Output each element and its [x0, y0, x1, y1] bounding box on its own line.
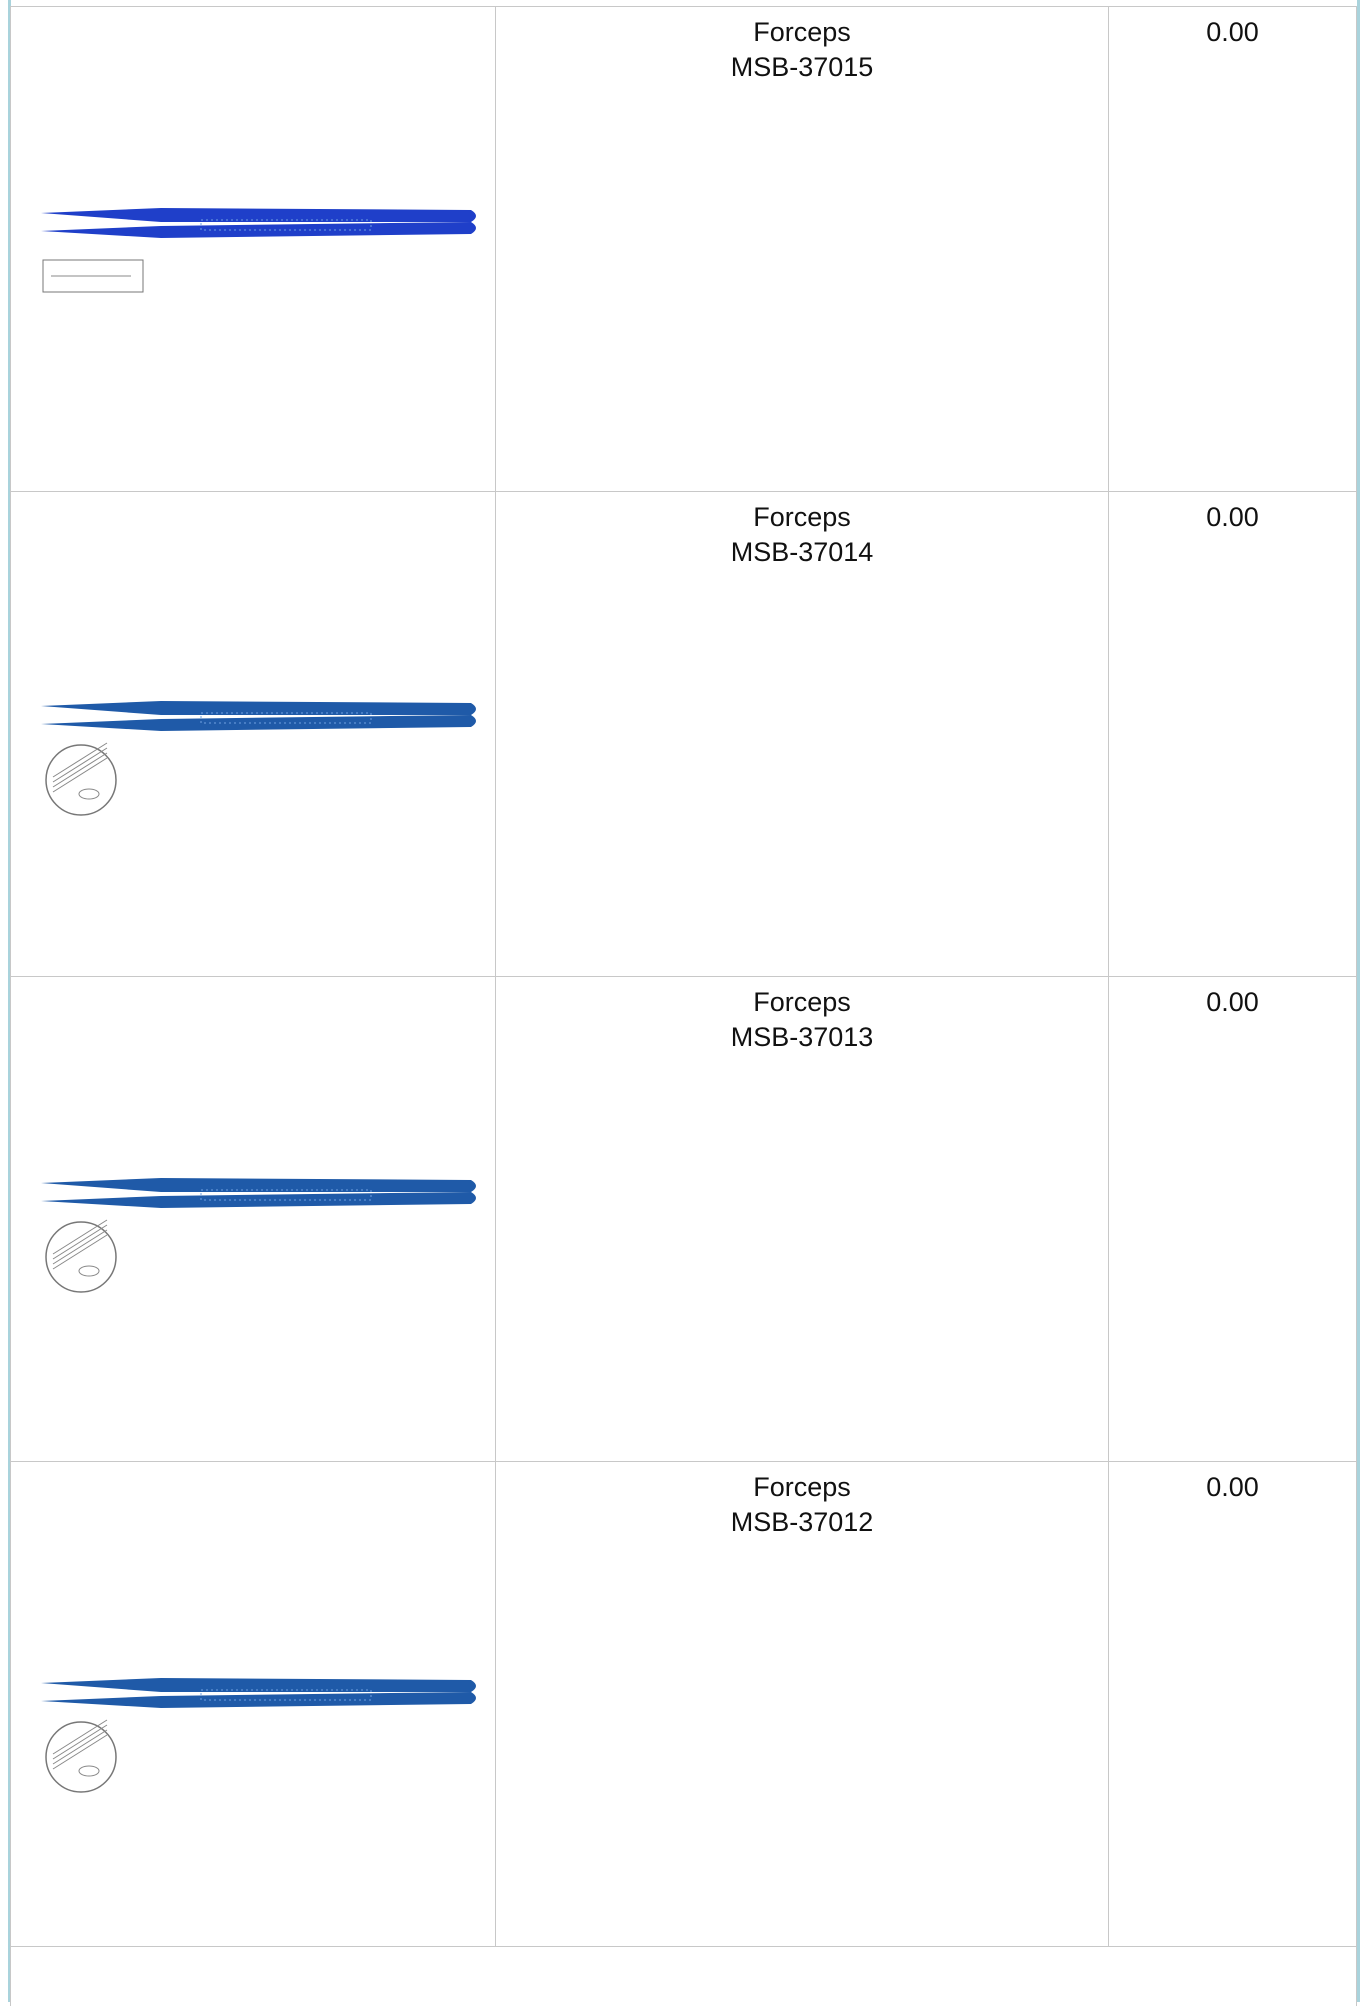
detail-line — [52, 1219, 108, 1255]
forceps-illustration — [41, 701, 476, 816]
detail-line — [52, 1724, 108, 1760]
forceps-arm — [41, 1678, 476, 1692]
product-price-cell: 0.00 — [1109, 7, 1356, 491]
product-price: 0.00 — [1206, 1472, 1259, 1502]
forceps-arm — [41, 208, 476, 222]
detail-tip — [78, 1265, 100, 1277]
table-row: Forceps MSB-37012 0.00 — [10, 1461, 1357, 1947]
forceps-illustration — [41, 1678, 476, 1793]
table-row: Forceps MSB-37013 0.00 — [10, 976, 1357, 1462]
detail-box — [42, 259, 144, 293]
forceps-arm — [41, 701, 476, 715]
product-price: 0.00 — [1206, 17, 1259, 47]
forceps-grip — [200, 1189, 372, 1201]
product-code: MSB-37014 — [730, 537, 874, 567]
product-name-cell: Forceps MSB-37012 — [496, 1462, 1109, 1946]
detail-line — [52, 1719, 108, 1755]
product-price: 0.00 — [1206, 502, 1259, 532]
product-price-cell: 0.00 — [1109, 1462, 1356, 1946]
detail-line — [52, 1734, 108, 1770]
detail-line — [52, 1729, 108, 1765]
detail-line — [52, 752, 108, 788]
page-frame — [8, 0, 1360, 2002]
detail-tip — [78, 788, 100, 800]
product-image — [11, 1462, 496, 1946]
forceps-arm — [41, 1692, 476, 1708]
detail-line — [52, 757, 108, 793]
forceps-illustration — [41, 1178, 476, 1293]
table-row-empty — [10, 1946, 1357, 2006]
product-name: Forceps — [753, 1472, 851, 1502]
product-name-cell: Forceps MSB-37013 — [496, 977, 1109, 1461]
product-price-cell: 0.00 — [1109, 492, 1356, 976]
product-image — [11, 7, 496, 491]
table-row: Forceps MSB-37014 0.00 — [10, 491, 1357, 977]
product-name: Forceps — [753, 987, 851, 1017]
forceps-grip — [200, 219, 372, 231]
product-name-cell: Forceps MSB-37014 — [496, 492, 1109, 976]
detail-line — [52, 1229, 108, 1265]
product-price: 0.00 — [1206, 987, 1259, 1017]
forceps-arm — [41, 1192, 476, 1208]
detail-tip — [78, 1765, 100, 1777]
product-image — [11, 492, 496, 976]
product-name: Forceps — [753, 502, 851, 532]
forceps-grip — [200, 712, 372, 724]
product-name-cell: Forceps MSB-37015 — [496, 7, 1109, 491]
detail-circle — [45, 1721, 117, 1793]
detail-line — [52, 1224, 108, 1260]
product-code: MSB-37012 — [730, 1507, 874, 1537]
product-image — [11, 977, 496, 1461]
product-name: Forceps — [753, 17, 851, 47]
forceps-arm — [41, 222, 476, 238]
forceps-illustration — [41, 208, 476, 293]
forceps-arm — [41, 715, 476, 731]
forceps-grip — [200, 1689, 372, 1701]
product-code: MSB-37015 — [730, 52, 874, 82]
detail-circle — [45, 1221, 117, 1293]
table-row: Forceps MSB-37015 0.00 — [10, 6, 1357, 492]
detail-circle — [45, 744, 117, 816]
detail-line — [52, 1234, 108, 1270]
forceps-arm — [41, 1178, 476, 1192]
detail-line — [52, 747, 108, 783]
product-price-cell: 0.00 — [1109, 977, 1356, 1461]
detail-line — [52, 742, 108, 778]
product-code: MSB-37013 — [730, 1022, 874, 1052]
